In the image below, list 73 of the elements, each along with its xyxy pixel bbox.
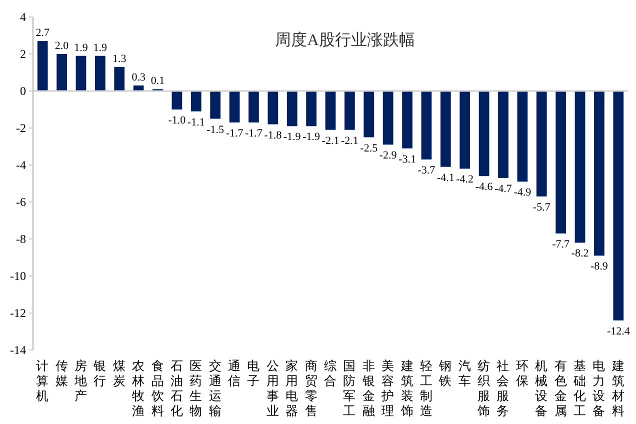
x-tick-label: 房地产 (73, 358, 88, 403)
x-tick-label: 电子 (247, 358, 260, 388)
x-tick-label: 美容护理 (380, 358, 395, 418)
x-tick-label: 机械设备 (535, 358, 548, 418)
data-label: -3.1 (398, 153, 416, 166)
data-label: 1.3 (112, 52, 127, 65)
x-tick-label: 建筑装饰 (400, 358, 414, 418)
data-label: -2.5 (360, 142, 378, 154)
data-label: -8.2 (571, 248, 589, 260)
data-label: -3.7 (418, 164, 436, 176)
data-label: -5.7 (532, 201, 551, 214)
x-tick-label: 国防军工 (343, 358, 356, 418)
data-label: -1.9 (302, 131, 321, 144)
y-tick-label: -14 (10, 343, 26, 357)
data-label: -1.1 (187, 116, 205, 128)
x-tick-label: 银行 (92, 358, 107, 388)
x-tick-label: 传媒 (55, 358, 68, 388)
data-label: -8.9 (590, 260, 608, 273)
data-label: 1.9 (74, 42, 88, 54)
data-label: -1.9 (283, 131, 302, 144)
x-tick-label: 环保 (516, 358, 529, 388)
data-label: -2.1 (340, 134, 358, 147)
data-label: -4.1 (436, 172, 454, 184)
x-tick-label: 非银金融 (361, 358, 376, 418)
x-tick-label: 计算机 (36, 358, 50, 403)
data-label: 0.1 (150, 75, 165, 88)
data-label: 1.9 (93, 42, 108, 54)
x-tick-label: 食品饮料 (150, 358, 164, 418)
x-tick-label: 有色金属 (554, 358, 568, 418)
data-label: -7.7 (552, 238, 570, 250)
x-tick-label: 医药生物 (190, 358, 203, 418)
y-tick-label: -10 (10, 269, 26, 283)
data-label: -12.4 (606, 325, 630, 338)
data-label: -1.0 (168, 114, 186, 126)
x-tick-label: 石油石化 (170, 358, 184, 418)
x-tick-label: 电力设备 (592, 358, 606, 418)
data-label: -4.2 (456, 174, 474, 186)
x-tick-label: 公用事业 (266, 358, 280, 418)
y-tick-label: -6 (16, 195, 26, 209)
data-label: -2.1 (322, 134, 340, 147)
data-label: -4.9 (514, 186, 532, 199)
x-tick-label: 家用电器 (286, 358, 299, 418)
x-tick-label: 商贸零售 (304, 358, 318, 418)
x-tick-label: 基础化工 (572, 358, 587, 418)
data-label: -4.6 (475, 181, 494, 194)
x-tick-label: 社会服务 (496, 358, 510, 418)
y-tick-label: -2 (16, 121, 26, 135)
x-tick-label: 钢铁 (438, 358, 452, 388)
x-tick-label: 煤炭 (112, 358, 126, 388)
x-tick-label: 交通运输 (208, 358, 222, 418)
y-tick-label: 4 (20, 10, 26, 24)
data-label: -1.7 (226, 127, 244, 140)
data-label: -1.5 (206, 124, 225, 136)
data-label: 2.7 (36, 27, 50, 40)
x-tick-label: 农林牧渔 (131, 358, 146, 418)
data-label: -1.8 (264, 129, 282, 142)
y-tick-label: 0 (20, 84, 26, 98)
text: 周度A股行业涨跌幅 (275, 31, 415, 49)
data-label: -1.7 (245, 127, 263, 140)
y-tick-label: 2 (20, 47, 26, 61)
x-tick-label: 汽车 (458, 358, 472, 388)
y-tick-label: -4 (16, 158, 26, 172)
x-tick-label: 纺织服饰 (476, 358, 491, 418)
data-label: 0.3 (132, 71, 146, 84)
data-label: 2.0 (54, 40, 70, 52)
y-tick-label: -12 (10, 306, 26, 320)
x-tick-label: 综合 (324, 358, 337, 388)
x-tick-label: 建筑材料 (610, 358, 625, 418)
data-label: -4.7 (494, 182, 512, 195)
x-tick-label: 通信 (228, 358, 242, 388)
data-label: -2.9 (379, 150, 398, 162)
y-tick-label: -8 (16, 232, 26, 246)
x-tick-label: 轻工制造 (420, 358, 433, 418)
